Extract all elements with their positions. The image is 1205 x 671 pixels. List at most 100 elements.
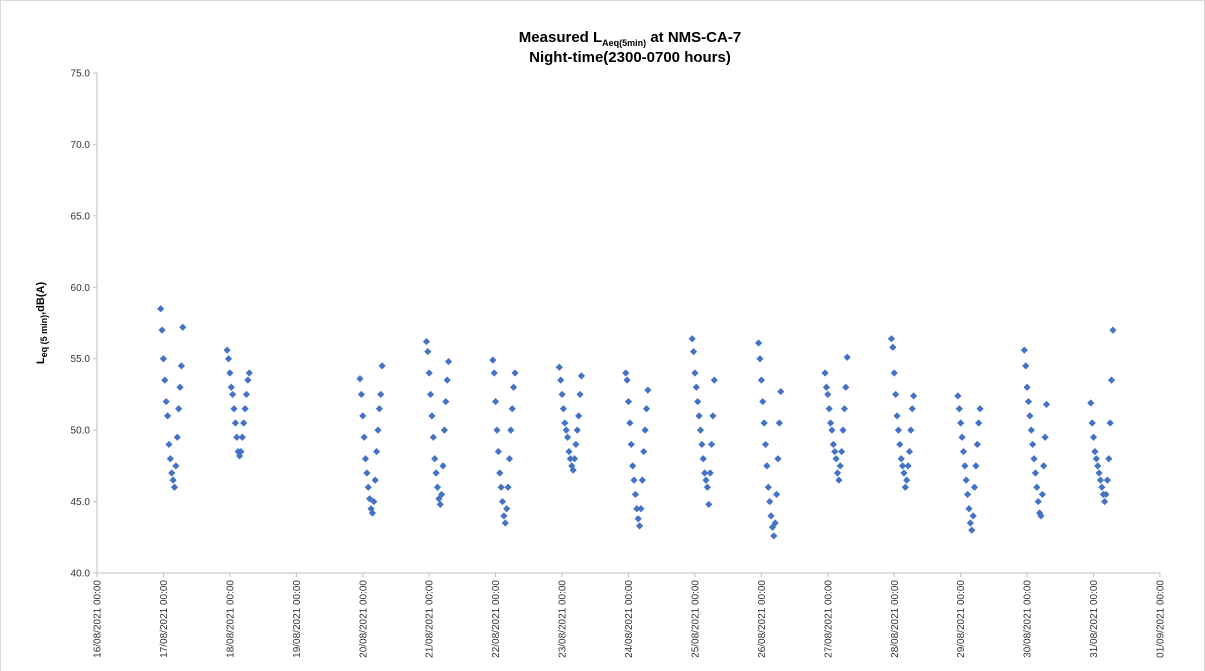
data-point — [1035, 509, 1044, 517]
data-point — [1022, 362, 1030, 370]
data-point — [424, 347, 432, 356]
y-tick-label: 40.0 — [71, 569, 91, 580]
data-point — [962, 476, 970, 484]
data-point — [894, 426, 903, 434]
data-point — [1088, 419, 1096, 427]
data-point — [572, 440, 580, 449]
x-tick-label: 29/08/2021 00:00 — [956, 580, 967, 658]
data-point — [706, 469, 714, 477]
data-point — [230, 405, 238, 413]
data-point — [500, 512, 508, 520]
y-tick-label: 55.0 — [71, 354, 91, 365]
data-point — [692, 383, 700, 391]
y-tick-label: 70.0 — [71, 140, 91, 151]
title-main: Measured L — [519, 29, 602, 46]
data-point — [1037, 512, 1045, 520]
data-point — [570, 455, 579, 463]
data-point — [226, 369, 234, 377]
x-tick-label: 18/08/2021 00:00 — [225, 580, 236, 658]
data-point — [357, 390, 365, 399]
data-point — [959, 447, 968, 456]
data-point — [507, 426, 515, 434]
data-point — [223, 346, 231, 354]
data-point — [777, 387, 785, 396]
data-point — [378, 362, 386, 370]
data-point — [1096, 476, 1105, 484]
data-point — [698, 440, 706, 449]
data-point — [492, 397, 500, 406]
data-point — [575, 412, 583, 420]
data-point — [954, 392, 962, 400]
data-point — [157, 305, 165, 313]
y-tick-label: 65.0 — [71, 211, 91, 222]
data-point — [631, 490, 640, 499]
data-point — [908, 405, 916, 413]
data-point — [245, 369, 253, 377]
data-point — [761, 440, 770, 449]
data-point — [1109, 326, 1117, 334]
data-point — [958, 433, 966, 441]
data-point — [1106, 419, 1114, 427]
data-point — [905, 447, 914, 456]
data-point — [688, 335, 696, 343]
data-point — [691, 369, 699, 377]
data-point — [759, 397, 767, 406]
data-point — [840, 405, 849, 413]
data-point — [368, 509, 377, 517]
data-point — [976, 405, 984, 413]
data-point — [439, 462, 447, 470]
data-point — [363, 469, 371, 477]
data-point — [836, 462, 844, 470]
data-point — [826, 419, 835, 427]
x-tick-label: 21/08/2021 00:00 — [425, 580, 436, 658]
data-point — [170, 483, 179, 491]
data-point — [901, 483, 909, 491]
data-point — [442, 397, 450, 406]
data-point — [642, 405, 651, 413]
data-point — [644, 386, 652, 394]
data-point — [701, 469, 709, 477]
data-point — [755, 339, 763, 347]
data-point — [169, 476, 177, 484]
data-point — [508, 405, 516, 413]
data-point — [1031, 469, 1040, 477]
data-point — [696, 426, 705, 434]
data-point — [498, 497, 507, 506]
data-point — [1087, 399, 1095, 407]
data-point — [563, 433, 572, 441]
data-point — [893, 412, 901, 420]
data-point — [699, 455, 707, 463]
data-point — [489, 356, 497, 364]
data-point — [175, 405, 183, 413]
data-point — [695, 412, 703, 420]
data-point — [694, 397, 702, 406]
x-tick-label: 27/08/2021 00:00 — [823, 580, 834, 658]
data-point — [1101, 497, 1109, 506]
data-point — [496, 469, 504, 477]
data-point — [1092, 455, 1100, 463]
data-point — [231, 419, 240, 427]
data-point — [177, 362, 186, 370]
data-point — [1102, 490, 1110, 499]
data-point — [640, 447, 648, 456]
data-point — [1095, 469, 1103, 477]
data-point — [966, 519, 974, 527]
data-point — [443, 376, 451, 384]
data-point — [702, 476, 710, 484]
data-point — [1094, 462, 1102, 470]
y-axis-label: Leq (5 min),dB(A) — [35, 282, 49, 365]
data-point — [709, 412, 717, 420]
ylabel-subscript: eq (5 min) — [39, 315, 49, 358]
data-point — [165, 440, 173, 449]
data-point — [897, 455, 905, 463]
data-point — [433, 483, 442, 491]
data-point — [833, 469, 842, 477]
title-suffix: at NMS-CA-7 — [646, 29, 741, 46]
data-point — [760, 419, 768, 427]
data-point — [559, 405, 568, 413]
data-point — [1107, 376, 1116, 384]
data-point — [1038, 490, 1046, 499]
